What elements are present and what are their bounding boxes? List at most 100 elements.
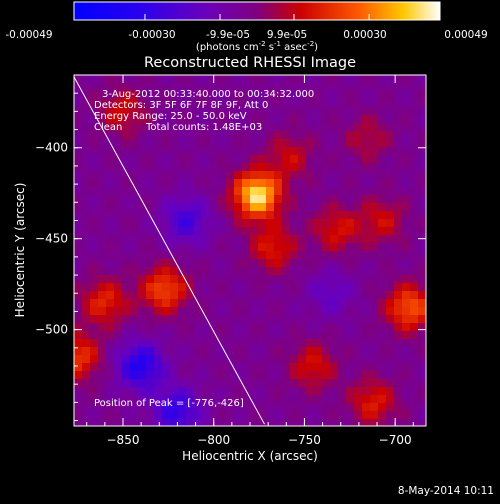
heatmap-cell bbox=[234, 235, 242, 243]
heatmap-cell bbox=[322, 291, 330, 299]
heatmap-cell bbox=[226, 155, 234, 163]
heatmap-cell bbox=[178, 291, 186, 299]
heatmap-cell bbox=[162, 251, 170, 259]
heatmap-cell bbox=[186, 379, 194, 387]
heatmap-cell bbox=[186, 307, 194, 315]
heatmap-cell bbox=[114, 379, 122, 387]
heatmap-cell bbox=[210, 283, 218, 291]
heatmap-cell bbox=[114, 115, 122, 123]
heatmap-cell bbox=[258, 187, 266, 195]
heatmap-cell bbox=[210, 339, 218, 347]
heatmap-cell bbox=[298, 267, 306, 275]
heatmap-cell bbox=[370, 307, 378, 315]
heatmap-cell bbox=[266, 171, 274, 179]
heatmap-cell bbox=[202, 147, 210, 155]
heatmap-cell bbox=[258, 379, 266, 387]
heatmap-cell bbox=[98, 371, 106, 379]
heatmap-cell bbox=[314, 267, 322, 275]
heatmap-cell bbox=[338, 363, 346, 371]
heatmap-cell bbox=[146, 283, 154, 291]
heatmap-cell bbox=[298, 299, 306, 307]
heatmap-cell bbox=[410, 371, 418, 379]
heatmap-cell bbox=[90, 115, 98, 123]
heatmap-cell bbox=[314, 347, 322, 355]
heatmap-cell bbox=[354, 419, 362, 426]
heatmap-cell bbox=[178, 379, 186, 387]
heatmap-cell bbox=[194, 211, 202, 219]
heatmap-cell bbox=[210, 331, 218, 339]
heatmap-cell bbox=[82, 91, 90, 99]
heatmap-cell bbox=[418, 355, 426, 363]
heatmap-cell bbox=[298, 131, 306, 139]
heatmap-cell bbox=[178, 171, 186, 179]
heatmap-cell bbox=[322, 203, 330, 211]
heatmap-cell bbox=[178, 131, 186, 139]
heatmap-cell bbox=[202, 123, 210, 131]
heatmap-cell bbox=[258, 99, 266, 107]
heatmap-cell bbox=[274, 235, 282, 243]
heatmap-cell bbox=[362, 83, 370, 91]
heatmap-cell bbox=[178, 307, 186, 315]
heatmap-cell bbox=[330, 347, 338, 355]
heatmap-cell bbox=[370, 395, 378, 403]
heatmap-cell bbox=[130, 219, 138, 227]
heatmap-cell bbox=[90, 411, 98, 419]
heatmap-cell bbox=[338, 91, 346, 99]
heatmap-cell bbox=[330, 419, 338, 426]
heatmap-cell bbox=[266, 379, 274, 387]
heatmap-cell bbox=[130, 83, 138, 91]
heatmap-cell bbox=[386, 283, 394, 291]
heatmap-cell bbox=[218, 211, 226, 219]
heatmap-cell bbox=[82, 211, 90, 219]
heatmap-cell bbox=[210, 203, 218, 211]
heatmap-cell bbox=[298, 339, 306, 347]
heatmap-cell bbox=[306, 235, 314, 243]
heatmap-cell bbox=[106, 235, 114, 243]
heatmap-cell bbox=[418, 307, 426, 315]
heatmap-cell bbox=[162, 187, 170, 195]
heatmap-cell bbox=[418, 203, 426, 211]
heatmap-cell bbox=[170, 371, 178, 379]
heatmap-cell bbox=[378, 403, 386, 411]
heatmap-cell bbox=[410, 419, 418, 426]
heatmap-cell bbox=[146, 347, 154, 355]
heatmap-cell bbox=[210, 179, 218, 187]
heatmap-cell bbox=[90, 163, 98, 171]
heatmap-cell bbox=[170, 331, 178, 339]
heatmap-cell bbox=[226, 299, 234, 307]
heatmap-cell bbox=[418, 291, 426, 299]
heatmap-cell bbox=[98, 99, 106, 107]
heatmap-cell bbox=[218, 315, 226, 323]
heatmap-cell bbox=[234, 131, 242, 139]
heatmap-cell bbox=[234, 347, 242, 355]
heatmap-cell bbox=[378, 323, 386, 331]
heatmap-cell bbox=[378, 419, 386, 426]
heatmap-cell bbox=[394, 211, 402, 219]
heatmap-cell bbox=[338, 355, 346, 363]
heatmap-cell bbox=[130, 147, 138, 155]
heatmap-cell bbox=[178, 163, 186, 171]
heatmap-cell bbox=[410, 171, 418, 179]
heatmap-cell bbox=[386, 267, 394, 275]
heatmap-cell bbox=[122, 363, 130, 371]
heatmap-cell bbox=[266, 163, 274, 171]
heatmap-cell bbox=[242, 419, 250, 426]
heatmap-cell bbox=[130, 115, 138, 123]
heatmap-cell bbox=[266, 411, 274, 419]
heatmap-cell bbox=[290, 187, 298, 195]
heatmap-cell bbox=[338, 163, 346, 171]
heatmap-cell bbox=[282, 227, 290, 235]
heatmap-cell bbox=[282, 123, 290, 131]
heatmap-cell bbox=[202, 339, 210, 347]
heatmap-cell bbox=[250, 91, 258, 99]
heatmap-cell bbox=[362, 123, 370, 131]
heatmap-cell bbox=[306, 259, 314, 267]
heatmap-cell bbox=[290, 259, 298, 267]
heatmap-cell bbox=[130, 75, 138, 83]
heatmap-cell bbox=[322, 395, 330, 403]
heatmap-cell bbox=[258, 403, 266, 411]
heatmap-cell bbox=[378, 339, 386, 347]
heatmap-cell bbox=[170, 123, 178, 131]
heatmap-cell bbox=[322, 131, 330, 139]
heatmap-cell bbox=[282, 371, 290, 379]
